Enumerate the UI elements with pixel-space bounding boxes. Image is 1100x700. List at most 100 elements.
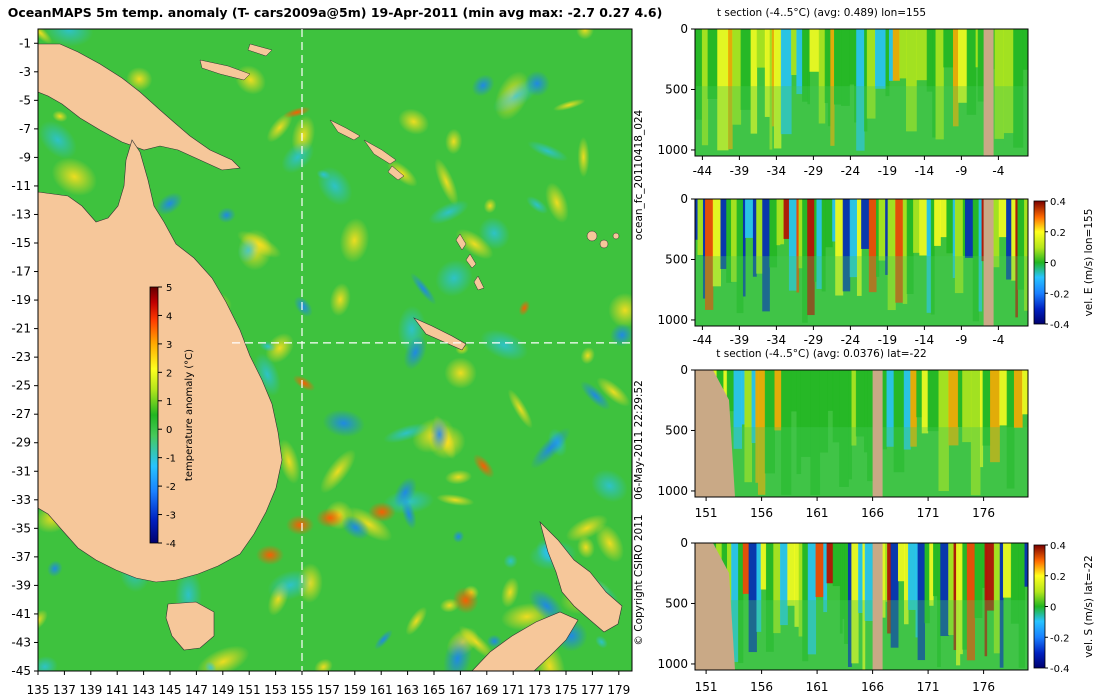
section-x-tick-label: -39 xyxy=(730,164,750,178)
map-colorbar-tick-label: -4 xyxy=(166,539,176,550)
map-x-tick-label: 179 xyxy=(607,683,630,697)
section-frame xyxy=(694,198,1029,327)
section-field xyxy=(695,199,1028,326)
australia-land xyxy=(38,139,283,583)
map-colorbar-tick-label: 1 xyxy=(166,397,172,408)
section-x-tick-label: -44 xyxy=(693,164,713,178)
velocity-colorbar-tick-label: -0.2 xyxy=(1050,633,1070,644)
map-y-tick-label: -45 xyxy=(11,664,31,678)
section-title: t section (-4..5°C) (avg: 0.489) lon=155 xyxy=(717,7,926,19)
velocity-colorbar-tick-label: 0.2 xyxy=(1050,572,1066,583)
map-y-tick-label: -43 xyxy=(11,635,31,649)
map-x-tick-label: 143 xyxy=(132,683,155,697)
map-x-tick-label: 147 xyxy=(185,683,208,697)
map-colorbar-label: temperature anomaly (°C) xyxy=(184,349,195,481)
velocity-colorbar-tick-label: -0.4 xyxy=(1050,664,1070,675)
section-x-tick-label: 151 xyxy=(695,506,718,520)
section-field xyxy=(695,29,1028,156)
section-x-tick-label: -44 xyxy=(693,333,713,347)
map-x-tick-label: 145 xyxy=(159,683,182,697)
velocity-colorbar-tick-label: 0 xyxy=(1050,603,1056,614)
section-x-tick-label: 161 xyxy=(806,506,829,520)
section-x-tick-label: -39 xyxy=(730,333,750,347)
map-y-tick-label: -15 xyxy=(11,236,31,250)
section-land-mask xyxy=(872,370,883,497)
tasmania-land xyxy=(165,601,215,651)
section-field xyxy=(695,370,1028,497)
section-x-tick-label: -14 xyxy=(915,164,935,178)
section-x-tick-label: -34 xyxy=(767,333,787,347)
velocity-colorbar-tick-label: -0.2 xyxy=(1050,289,1070,300)
section-title: t section (-4..5°C) (avg: 0.0376) lat=-2… xyxy=(716,348,926,360)
map-x-tick-label: 157 xyxy=(317,683,340,697)
section-land-mask xyxy=(872,543,883,670)
velocity-colorbar-gradient xyxy=(1033,200,1046,325)
map-x-tick-label: 167 xyxy=(449,683,472,697)
section-frame xyxy=(694,542,1029,671)
velocity-colorbar-label: vel. E (m/s) lon=155 xyxy=(1083,209,1095,317)
new-zealand-north-land xyxy=(539,520,623,633)
section-land-mask xyxy=(695,543,735,670)
map-colorbar: 5 4 3 2 1 0 -1 -2 -3 -4 temperature anomaly (°C) xyxy=(149,283,195,550)
map-y-tick-label: -13 xyxy=(11,207,31,221)
section-y-tick-label: 500 xyxy=(665,423,688,437)
section-panels: t section (-4..5°C) (avg: 0.489) lon=155… xyxy=(657,7,1095,694)
section-land-mask xyxy=(983,29,994,156)
section-x-tick-label: -9 xyxy=(955,333,967,347)
map-y-tick-label: -33 xyxy=(11,493,31,507)
map-x-tick-label: 135 xyxy=(27,683,50,697)
section-y-tick-label: 1000 xyxy=(657,313,688,327)
map-y-tick-label: -27 xyxy=(11,407,31,421)
map-x-tick-label: 153 xyxy=(264,683,287,697)
section-y-tick-label: 0 xyxy=(680,22,688,36)
map-colorbar-tick-label: -1 xyxy=(166,454,176,465)
map-x-tick-label: 163 xyxy=(396,683,419,697)
map-y-tick-label: -3 xyxy=(19,65,31,79)
section-y-tick-label: 0 xyxy=(680,536,688,550)
map-x-tick-label: 139 xyxy=(79,683,102,697)
section-x-tick-label: -34 xyxy=(767,164,787,178)
section-y-tick-label: 1000 xyxy=(657,484,688,498)
map-colorbar-tick-label: -3 xyxy=(166,511,176,522)
map-colorbar-tick-label: 0 xyxy=(166,425,172,436)
velocity-colorbar-tick-label: 0.2 xyxy=(1050,228,1066,239)
velocity-colorbar-tick-label: 0 xyxy=(1050,259,1056,270)
map-y-tick-label: -23 xyxy=(11,350,31,364)
map-y-tick-label: -9 xyxy=(19,150,31,164)
section-x-tick-label: -9 xyxy=(955,164,967,178)
map-title: OceanMAPS 5m temp. anomaly (T- cars2009a… xyxy=(8,5,663,20)
map-y-tick-label: -17 xyxy=(11,265,31,279)
section-y-tick-label: 1000 xyxy=(657,657,688,671)
map-colorbar-ticks: 5 4 3 2 1 0 -1 -2 -3 -4 xyxy=(158,283,176,550)
section-x-tick-label: -29 xyxy=(804,164,824,178)
section-x-tick-label: 161 xyxy=(806,680,829,694)
section-x-tick-label: -4 xyxy=(992,164,1004,178)
map-x-tick-label: 165 xyxy=(423,683,446,697)
map-y-tick-label: -21 xyxy=(11,322,31,336)
section-field xyxy=(695,543,1028,670)
section-x-tick-label: 171 xyxy=(917,506,940,520)
map-y-axis: -1 -3 -5 -7 -9 -11 -13 -15 -17 -19 -21 -23 -25 -27 -29… xyxy=(11,36,38,678)
section-panel-2: -44 -39 -34 -29 -24 -19 -14 -9 -4 0 500 1000 0.4 0.2 0… xyxy=(657,192,1095,347)
section-y-tick-label: 1000 xyxy=(657,143,688,157)
section-land-mask xyxy=(983,199,994,326)
section-y-tick-label: 0 xyxy=(680,192,688,206)
map-y-tick-label: -37 xyxy=(11,550,31,564)
map-x-tick-label: 175 xyxy=(555,683,578,697)
map-x-tick-label: 171 xyxy=(502,683,525,697)
map-y-tick-label: -7 xyxy=(19,122,31,136)
velocity-colorbar-tick-label: 0.4 xyxy=(1050,197,1066,208)
map-x-tick-label: 159 xyxy=(343,683,366,697)
forecast-id-label: ocean_fc_20110418_024 xyxy=(633,109,645,240)
section-x-tick-label: 166 xyxy=(861,680,884,694)
bismarck-islands-land xyxy=(199,43,273,81)
map-x-tick-label: 169 xyxy=(475,683,498,697)
velocity-colorbar-tick-label: -0.4 xyxy=(1050,320,1070,331)
section-x-tick-label: 156 xyxy=(750,506,773,520)
section-y-tick-label: 0 xyxy=(680,363,688,377)
map-frame xyxy=(37,28,633,672)
fiji-islands-land xyxy=(586,230,620,249)
section-x-tick-label: -14 xyxy=(915,333,935,347)
vanuatu-land xyxy=(455,233,485,291)
